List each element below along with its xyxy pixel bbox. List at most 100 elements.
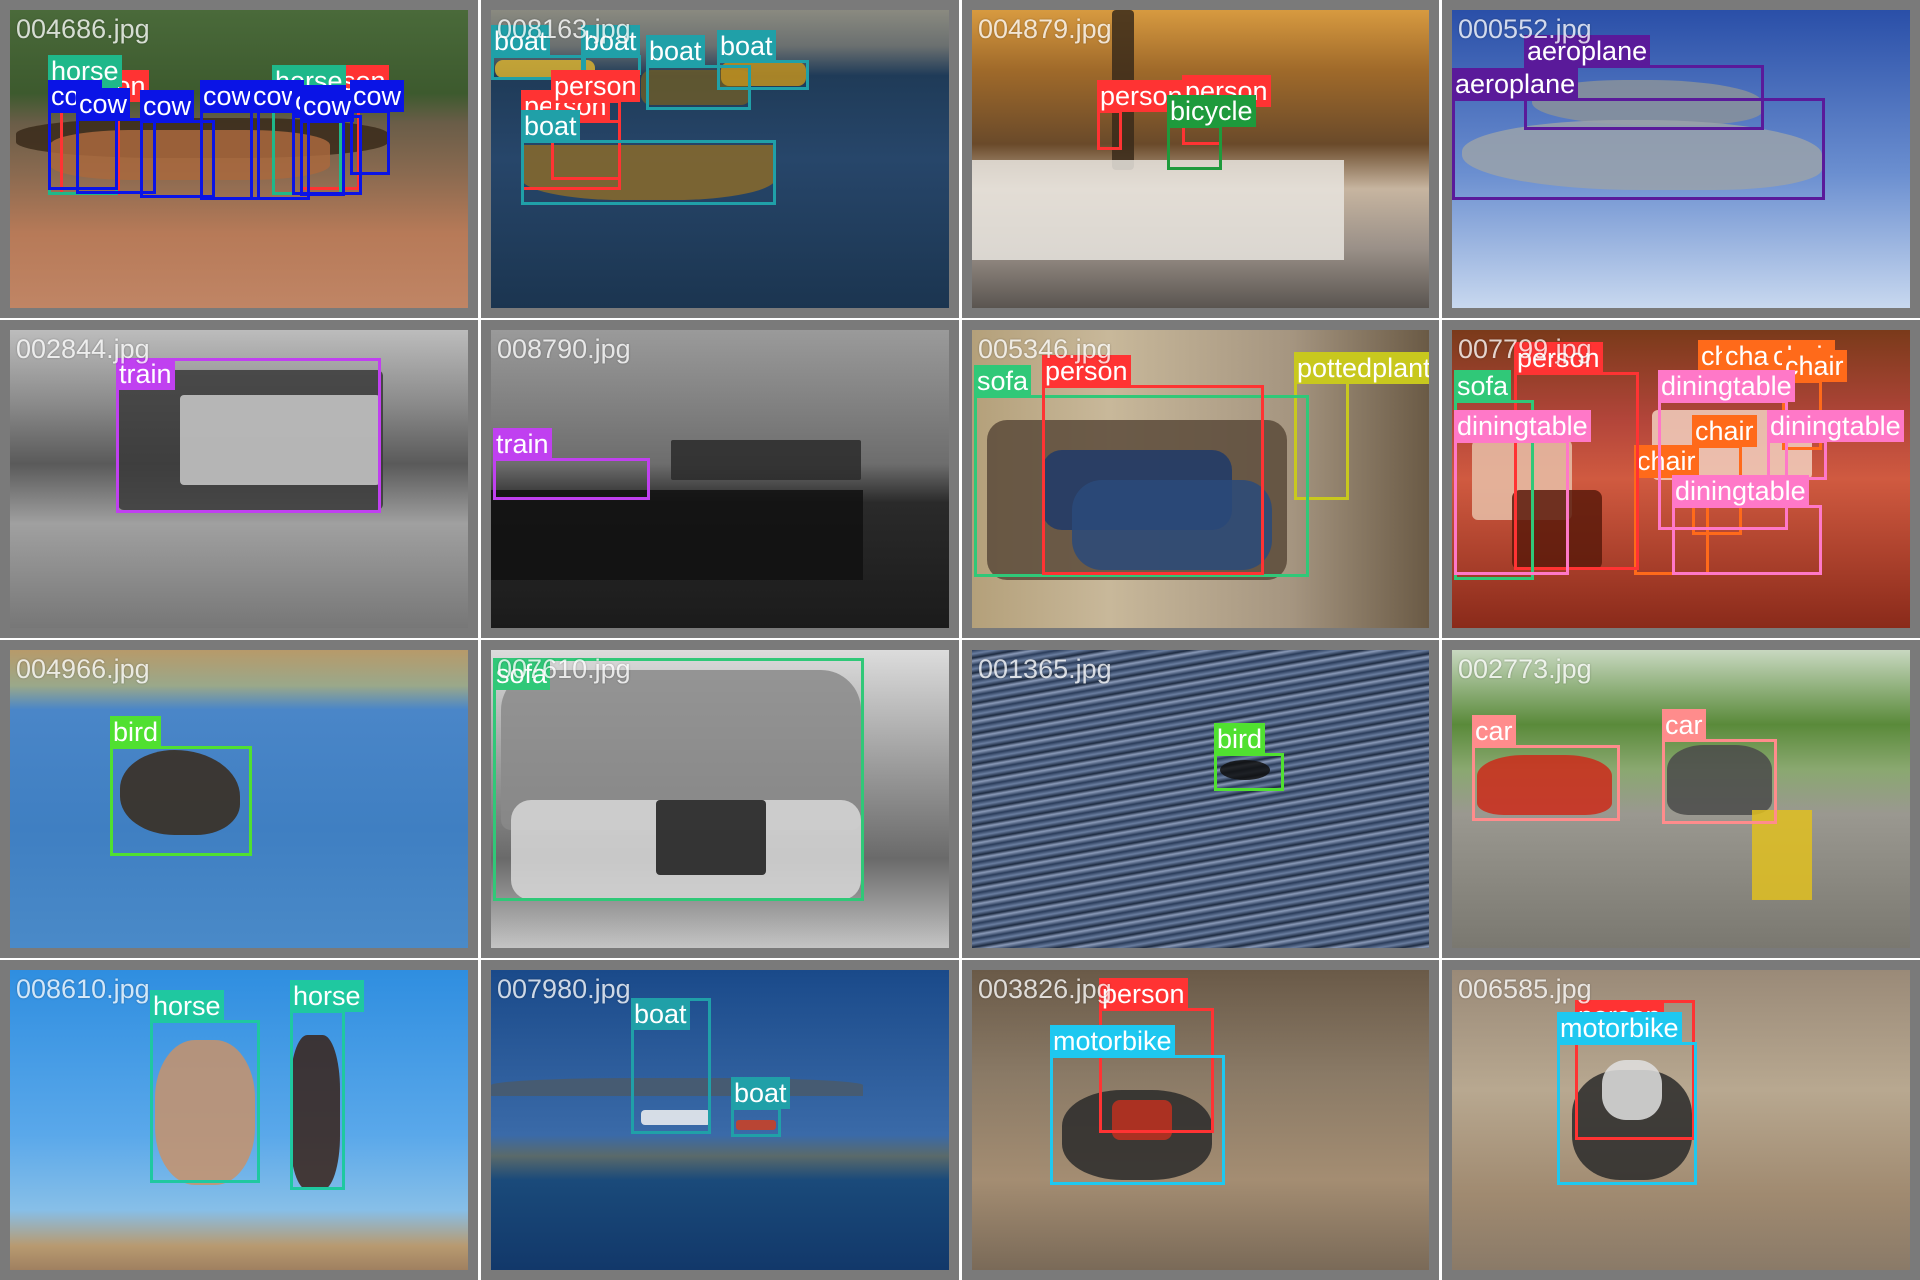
scene-shape [180, 395, 380, 485]
image-tile: 007799.jpgchairchairchairchairchairchair… [1442, 320, 1920, 638]
bounding-box: person [1042, 355, 1264, 575]
class-label: sofa [493, 658, 551, 690]
bounding-box: car [1662, 709, 1777, 824]
bounding-box: cow [200, 80, 260, 200]
class-label: cow [76, 88, 131, 120]
class-label: boat [581, 25, 640, 57]
bounding-box: bird [110, 716, 252, 856]
class-label: car [1472, 715, 1516, 747]
class-label: boat [731, 1077, 790, 1109]
class-label: boat [521, 110, 580, 142]
bounding-box: bicycle [1167, 95, 1256, 170]
bounding-box: cow [140, 90, 215, 198]
filename-label: 008790.jpg [497, 334, 631, 364]
image-tile: 004966.jpg bird [0, 640, 478, 958]
class-label: horse [150, 990, 224, 1022]
bounding-box: boat [646, 35, 751, 110]
scene-shape [1752, 810, 1812, 900]
scene-shape [1220, 760, 1270, 780]
class-label: boat [491, 25, 550, 57]
class-label: bird [1214, 723, 1266, 755]
image-tile: 005346.jpg pottedplant sofa person [962, 320, 1439, 638]
image-tile: 008790.jpg train [481, 320, 959, 638]
photo: 008790.jpg train [491, 330, 949, 628]
photo: 008163.jpg boat boat boat boat person person bo… [491, 10, 949, 308]
bounding-box: chair [1722, 340, 1787, 372]
class-label: car [1662, 709, 1706, 741]
bounding-box: boat [717, 30, 809, 90]
class-label: bicycle [1167, 95, 1256, 127]
scene-shape [155, 1040, 255, 1185]
filename-label: 007610.jpg [497, 654, 631, 684]
image-tile: 003826.jpg person motorbike [962, 960, 1439, 1280]
class-label: person [1099, 978, 1188, 1010]
bounding-box: car [1472, 715, 1620, 821]
class-label: cow [350, 80, 405, 112]
filename-label: 000552.jpg [1458, 14, 1592, 44]
photo: 007610.jpg sofa [491, 650, 949, 948]
class-label: aeroplane [1452, 68, 1579, 100]
bounding-box: pottedplant [1294, 352, 1429, 500]
bounding-box: cow [300, 90, 355, 196]
class-label: sofa [974, 365, 1032, 397]
scene-shape [656, 800, 766, 875]
class-label: person [1042, 355, 1131, 387]
filename-label: 006585.jpg [1458, 974, 1592, 1004]
scene-shape [1462, 120, 1822, 190]
bounding-box: aeroplane [1524, 35, 1764, 130]
filename-label: 005346.jpg [978, 334, 1112, 364]
bounding-box: horse [290, 980, 364, 1190]
bounding-box: person [1099, 978, 1214, 1133]
photo: 001365.jpg bird [972, 650, 1429, 948]
class-label: boat [646, 35, 705, 67]
filename-label: 008610.jpg [16, 974, 150, 1004]
photo: 008610.jpg horse horse [10, 970, 468, 1270]
filename-label: 002773.jpg [1458, 654, 1592, 684]
image-tile: 001365.jpg bird [962, 640, 1439, 958]
bounding-box: person [1097, 80, 1186, 150]
scene-shape [521, 145, 776, 200]
filename-label: 007980.jpg [497, 974, 631, 1004]
bounding-box: sofa [493, 658, 864, 901]
bounding-box: person [1514, 342, 1639, 570]
image-tile: 002844.jpg train [0, 320, 478, 638]
image-tile: 008610.jpg horse horse [0, 960, 478, 1280]
image-tile: 007980.jpg boat boat [481, 960, 959, 1280]
scene-shape [641, 1110, 711, 1125]
class-label: bird [110, 716, 162, 748]
filename-label: 004686.jpg [16, 14, 150, 44]
class-label: diningtable [1658, 370, 1795, 402]
class-label: diningtable [1672, 475, 1809, 507]
bounding-box: train [493, 428, 650, 500]
scene-shape [1602, 1060, 1662, 1120]
class-label: sofa [1454, 370, 1512, 402]
photo: 000552.jpg aeroplane aeroplane [1452, 10, 1910, 308]
class-label: boat [717, 30, 776, 62]
scene-shape [290, 1035, 340, 1190]
bounding-box: train [116, 358, 381, 513]
bounding-box: diningtable [1767, 410, 1904, 480]
photo: 005346.jpg pottedplant sofa person [972, 330, 1429, 628]
bounding-box: aeroplane [1452, 68, 1825, 200]
scene-shape [1667, 745, 1772, 815]
class-label: motorbike [1557, 1012, 1682, 1044]
photo: 004966.jpg bird [10, 650, 468, 948]
class-label: chair [1634, 445, 1699, 477]
filename-label: 004966.jpg [16, 654, 150, 684]
bounding-box: horse [150, 990, 260, 1183]
bounding-box: motorbike [1050, 1025, 1225, 1185]
bounding-box: diningtable [1658, 370, 1795, 530]
photo: 003826.jpg person motorbike [972, 970, 1429, 1270]
class-label: boat [631, 998, 690, 1030]
filename-label: 002844.jpg [16, 334, 150, 364]
image-tile: 002773.jpg car car [1442, 640, 1920, 958]
bounding-box: diningtable [1672, 475, 1822, 575]
image-tile: 000552.jpg aeroplane aeroplane [1442, 0, 1920, 318]
bounding-box: bird [1214, 723, 1284, 791]
filename-label: 007799.jpg [1458, 334, 1592, 364]
scene-shape [120, 750, 240, 835]
class-label: pottedplant [1294, 352, 1429, 384]
